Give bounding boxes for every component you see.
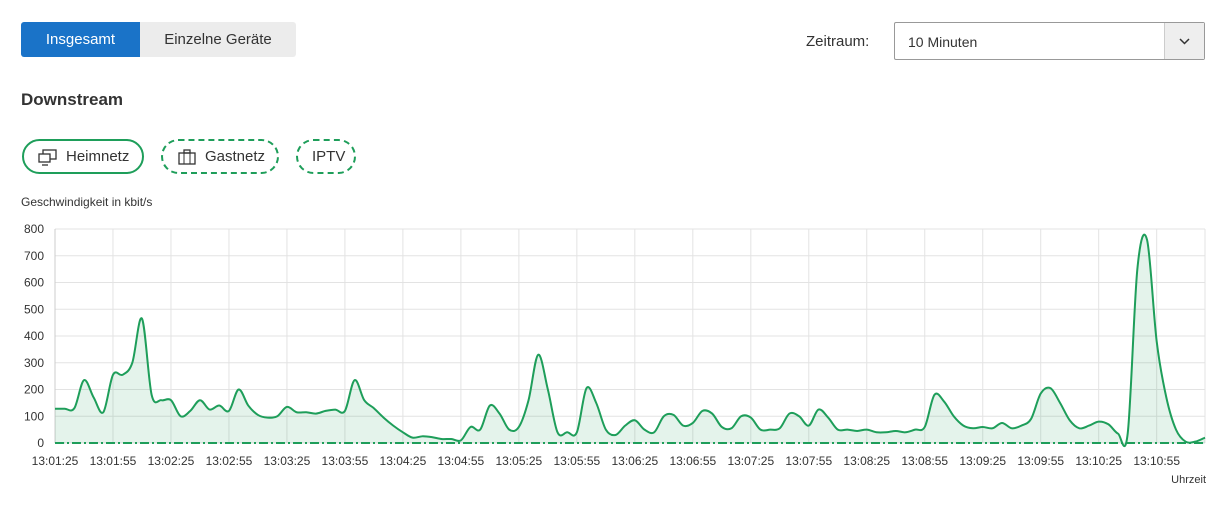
period-value: 10 Minuten: [908, 34, 978, 50]
area: [55, 234, 1205, 447]
x-tick-label: 13:01:55: [90, 454, 137, 468]
x-axis-title: Uhrzeit: [1171, 474, 1206, 486]
legend-label: Heimnetz: [66, 148, 130, 165]
legend-chip[interactable]: Gastnetz: [161, 139, 279, 174]
y-tick-label: 600: [24, 276, 44, 290]
section-title: Downstream: [21, 90, 124, 109]
y-tick-label: 700: [24, 249, 44, 263]
x-tick-label: 13:07:55: [785, 454, 832, 468]
y-axis-title: Geschwindigkeit in kbit/s: [21, 195, 152, 209]
tab[interactable]: Einzelne Geräte: [140, 22, 296, 57]
legend-chip[interactable]: IPTV: [296, 139, 356, 174]
x-tick-label: 13:09:25: [959, 454, 1006, 468]
x-tick-label: 13:05:25: [496, 454, 543, 468]
network-icon: [38, 149, 57, 166]
x-tick-label: 13:06:55: [669, 454, 716, 468]
x-tick-label: 13:01:25: [32, 454, 79, 468]
x-tick-label: 13:04:55: [438, 454, 485, 468]
period-label: Zeitraum:: [806, 33, 870, 50]
x-tick-label: 13:03:25: [264, 454, 311, 468]
x-tick-label: 13:06:25: [611, 454, 658, 468]
x-tick-label: 13:09:55: [1017, 454, 1064, 468]
line: [54, 233, 1206, 448]
x-tick-label: 13:05:55: [553, 454, 600, 468]
y-tick-label: 800: [24, 222, 44, 236]
y-tick-label: 300: [24, 356, 44, 370]
x-tick-label: 13:04:25: [380, 454, 427, 468]
dropdown-button[interactable]: [1164, 23, 1204, 59]
x-tick-label: 13:02:55: [206, 454, 253, 468]
legend-chip[interactable]: Heimnetz: [22, 139, 144, 174]
x-tick-label: 13:08:25: [843, 454, 890, 468]
x-tick-label: 13:10:25: [1075, 454, 1122, 468]
suitcase-icon: [178, 149, 196, 165]
period-select[interactable]: 10 Minuten: [894, 22, 1205, 60]
x-tick-label: 13:10:55: [1133, 454, 1180, 468]
legend-label: IPTV: [312, 148, 346, 165]
y-tick-label: 200: [24, 383, 44, 397]
chevron-icon: [1179, 38, 1190, 45]
chart: Geschwindigkeit in kbit/s Uhrzeit 0 100 20…: [21, 195, 1206, 486]
tab-active[interactable]: Insgesamt: [21, 22, 140, 57]
y-tick-label: 0: [37, 436, 44, 450]
x-tick-label: 13:02:25: [148, 454, 195, 468]
y-tick-label: 400: [24, 329, 44, 343]
y-tick-label: 100: [24, 409, 44, 423]
legend-label: Gastnetz: [205, 148, 266, 165]
x-tick-label: 13:08:55: [901, 454, 948, 468]
x-tick-label: 13:07:25: [727, 454, 774, 468]
x-tick-label: 13:03:55: [322, 454, 369, 468]
y-tick-label: 500: [24, 302, 44, 316]
